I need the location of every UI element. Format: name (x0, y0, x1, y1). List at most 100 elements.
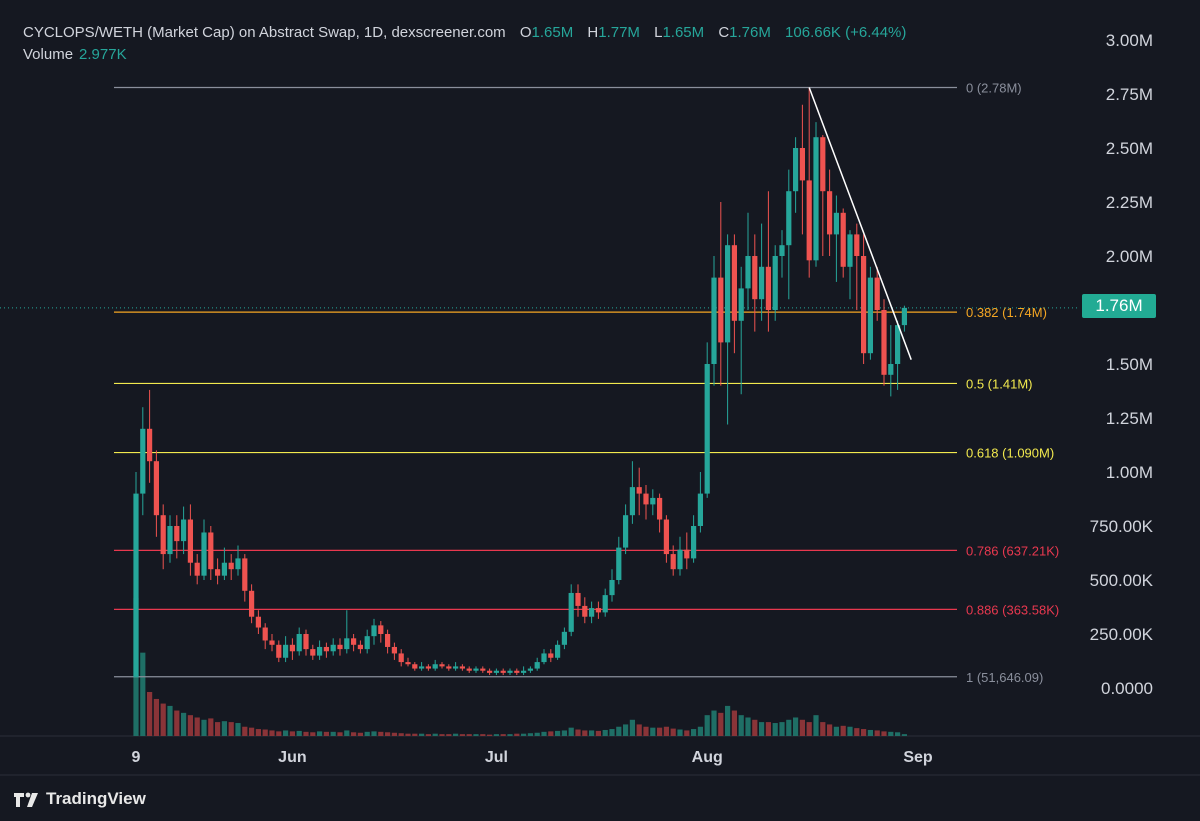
candle-up (629, 487, 635, 516)
volume-bar (459, 734, 465, 736)
volume-bar (704, 715, 710, 736)
tradingview-logo[interactable]: TradingView (14, 789, 146, 809)
candle-down (378, 625, 384, 634)
volume-bar (289, 731, 295, 736)
y-axis-tick-label: 750.00K (1090, 517, 1154, 536)
candle-up (181, 519, 187, 542)
close-value: 1.76M (729, 24, 771, 41)
candle-down (799, 148, 805, 181)
candle-up (779, 245, 785, 256)
candle-up (772, 256, 778, 310)
volume-bar (772, 723, 778, 736)
candle-up (221, 562, 227, 576)
volume-bar (167, 705, 173, 736)
volume-bar (657, 727, 663, 736)
change-value: 106.66K (+6.44%) (785, 24, 907, 41)
candle-up (568, 592, 574, 632)
volume-bar (568, 727, 574, 736)
volume-bar (833, 726, 839, 736)
candle-down (595, 608, 601, 613)
low-value: 1.65M (662, 24, 705, 41)
volume-bar (201, 719, 207, 736)
candle-up (616, 547, 622, 580)
candle-down (405, 662, 411, 665)
volume-bar (194, 717, 200, 736)
candle-down (174, 526, 180, 542)
volume-bar (317, 731, 323, 736)
volume-bar (493, 734, 499, 736)
candle-up (738, 288, 744, 321)
volume-bar (575, 729, 581, 736)
candle-down (303, 634, 309, 650)
volume-bar (854, 728, 860, 736)
candle-up (493, 670, 499, 673)
candle-down (351, 638, 357, 645)
volume-bar (323, 731, 329, 736)
open-value: 1.65M (531, 24, 574, 41)
candle-up (167, 526, 173, 555)
volume-bar (759, 722, 765, 736)
volume-bar (181, 712, 187, 736)
volume-bar (269, 730, 275, 736)
volume-bar (487, 734, 493, 736)
candle-up (745, 256, 751, 289)
candle-up (201, 532, 207, 576)
volume-bar (276, 731, 282, 736)
volume-bar (453, 733, 459, 736)
volume-bar (895, 732, 901, 736)
candle-up (296, 634, 302, 652)
volume-bar (602, 729, 608, 736)
volume-bar (310, 732, 316, 736)
volume-bar (765, 722, 771, 736)
volume-bar (446, 734, 452, 736)
candle-down (357, 644, 363, 650)
volume-bar (595, 730, 601, 736)
candle-up (901, 307, 907, 326)
volume-bar (874, 730, 880, 736)
volume-bar (779, 722, 785, 736)
y-axis-tick-label: 0.0000 (1101, 679, 1153, 698)
volume-bar (507, 734, 513, 736)
candle-up (609, 580, 615, 596)
volume-bar (242, 726, 248, 736)
volume-bar (561, 730, 567, 736)
volume-bar (847, 726, 853, 736)
candle-up (793, 148, 799, 192)
candle-down (480, 668, 486, 671)
fib-level-label: 1 (51,646.09) (966, 670, 1043, 685)
x-axis-tick-label: Jul (485, 749, 508, 766)
volume-bar (500, 734, 506, 736)
volume-bar (643, 726, 649, 736)
volume-bar (867, 729, 873, 736)
volume-bar (725, 705, 731, 736)
candle-down (276, 644, 282, 658)
candle-down (228, 562, 234, 570)
volume-bar (249, 727, 255, 736)
volume-bar (840, 725, 846, 736)
candle-down (194, 562, 200, 576)
volume-bar (357, 732, 363, 736)
volume-bar (548, 731, 554, 736)
volume-bar (697, 726, 703, 736)
volume-bar (371, 731, 377, 736)
x-axis-tick-label: Sep (903, 749, 933, 766)
candle-up (725, 245, 731, 343)
volume-bar (793, 717, 799, 736)
volume-bar (419, 733, 425, 736)
candle-down (731, 245, 737, 321)
candle-up (140, 428, 146, 494)
fib-level-label: 0.618 (1.090M) (966, 446, 1054, 461)
volume-bar (439, 734, 445, 736)
candle-up (786, 191, 792, 246)
candle-up (534, 662, 540, 669)
candle-down (459, 666, 465, 669)
volume-bar (473, 734, 479, 736)
volume-bar (527, 733, 533, 736)
candle-down (643, 493, 649, 505)
volume-bar (337, 732, 343, 736)
volume-bar (140, 652, 146, 736)
volume-bar (888, 731, 894, 736)
y-axis-tick-label: 2.50M (1106, 139, 1153, 158)
